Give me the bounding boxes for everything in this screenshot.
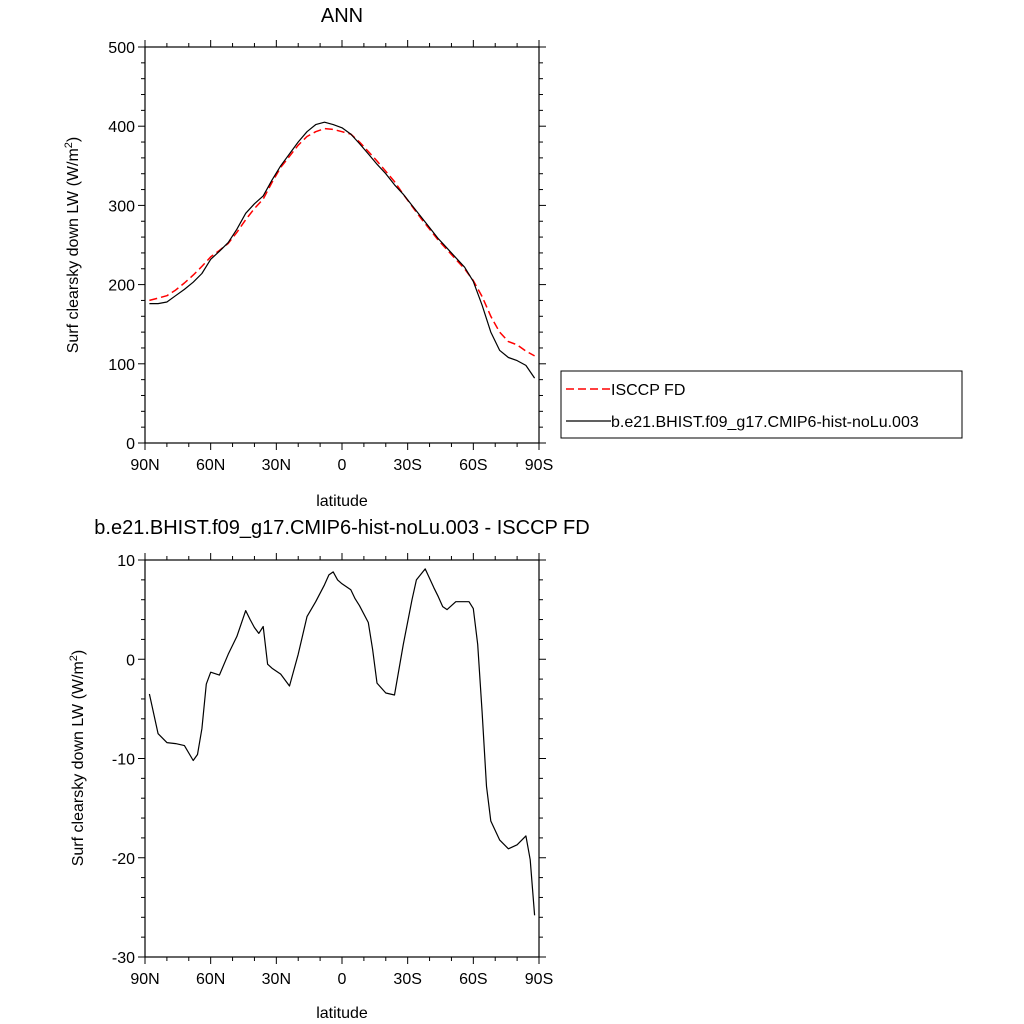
x-tick-label: 90N xyxy=(130,457,159,474)
panel-title: ANN xyxy=(321,5,363,27)
y-tick-label: 500 xyxy=(108,40,135,57)
legend: ISCCP FD b.e21.BHIST.f09_g17.CMIP6-hist-… xyxy=(560,370,963,439)
x-tick-label: 60N xyxy=(196,971,225,988)
x-tick-label: 30S xyxy=(393,971,421,988)
panel-title: b.e21.BHIST.f09_g17.CMIP6-hist-noLu.003 … xyxy=(94,517,589,539)
legend-entry-isccp: ISCCP FD xyxy=(611,382,685,399)
x-tick-label: 60S xyxy=(459,971,487,988)
series-line-1 xyxy=(149,121,536,379)
panel-annual-mean: ANN 90N 60N 30N 0 30S 60S 90S0100200300400500 … xyxy=(63,5,553,510)
tick-group: 90N 60N 30N 0 30S 60S 90S 0 100 200 300 400 500 xyxy=(108,40,553,474)
x-tick-label: 90N xyxy=(130,971,159,988)
series-line-0 xyxy=(148,568,536,916)
y-axis-label: Surf clearsky down LW (W/m2) xyxy=(63,137,82,354)
x-tick-label: 90S xyxy=(525,457,553,474)
legend-box xyxy=(560,370,963,439)
x-axis-label: latitude xyxy=(316,1005,368,1022)
y-tick-label: 0 xyxy=(126,652,135,669)
series-group xyxy=(149,121,536,379)
x-tick-label: 60N xyxy=(196,457,225,474)
tick-group: 90N 60N 30N 0 30S 60S 90S -30 -20 -10 0 10 xyxy=(112,553,553,988)
y-tick-label: 400 xyxy=(108,119,135,136)
x-axis-label: latitude xyxy=(316,493,368,510)
y-tick-label: 100 xyxy=(108,357,135,374)
x-tick-label: 30N xyxy=(262,971,291,988)
series-line-0 xyxy=(149,127,535,357)
y-tick-label: -10 xyxy=(112,752,135,769)
y-tick-label: 10 xyxy=(117,553,135,570)
y-axis-label: Surf clearsky down LW (W/m2) xyxy=(68,650,87,867)
plot-frame xyxy=(144,559,540,958)
x-tick-label: 0 xyxy=(338,971,347,988)
panel-difference: b.e21.BHIST.f09_g17.CMIP6-hist-noLu.003 … xyxy=(68,517,590,1022)
legend-entry-model: b.e21.BHIST.f09_g17.CMIP6-hist-noLu.003 xyxy=(611,414,919,431)
plot-frame xyxy=(144,46,540,444)
series-group xyxy=(148,568,536,916)
x-tick-label: 0 xyxy=(338,457,347,474)
x-tick-label: 90S xyxy=(525,971,553,988)
y-tick-label: -30 xyxy=(112,950,135,967)
x-tick-label: 60S xyxy=(459,457,487,474)
y-tick-label: -20 xyxy=(112,851,135,868)
y-tick-label: 200 xyxy=(108,278,135,295)
y-tick-label: 0 xyxy=(126,436,135,453)
x-tick-label: 30N xyxy=(262,457,291,474)
x-tick-label: 30S xyxy=(393,457,421,474)
y-tick-label: 300 xyxy=(108,198,135,215)
